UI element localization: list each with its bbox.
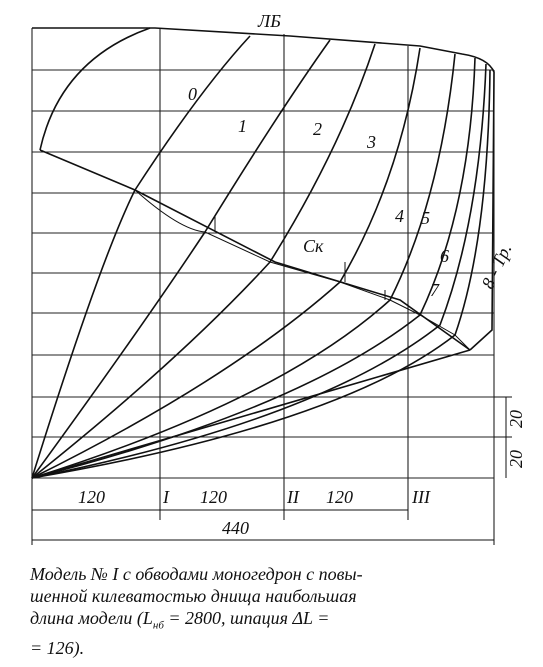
section-label: 5 xyxy=(421,208,430,228)
caption-line: длина модели (Lнб = 2800, шпация ΔL = xyxy=(30,607,530,637)
caption-line: шенной килеватостью днища наибольшая xyxy=(30,586,357,606)
caption-text: длина модели (L xyxy=(30,608,153,628)
section-label: 2 xyxy=(313,119,322,139)
section-label: 4 xyxy=(395,206,404,226)
dimension-label: 120 xyxy=(326,487,353,507)
caption-line: Модель № I с обводами моногедрон с повы- xyxy=(30,564,363,584)
waterline-label: ЛБ xyxy=(257,11,281,31)
section-label: 7 xyxy=(430,280,440,300)
dimension-label: 440 xyxy=(222,518,249,538)
caption-line: = 126). xyxy=(30,637,85,658)
dimension-label: 120 xyxy=(78,487,105,507)
ship-lines-drawing: ЛБ Ск 0 1 2 3 4 5 6 7 8 - Тр. 120 I 120 … xyxy=(31,11,526,545)
dimension-label: 120 xyxy=(200,487,227,507)
subscript: нб xyxy=(152,619,164,632)
dimension-label: 20 xyxy=(506,450,526,468)
section-label: 0 xyxy=(188,84,197,104)
section-label: 8 - Тр. xyxy=(477,241,515,292)
section-label: 6 xyxy=(440,246,449,266)
caption: Модель № I с обводами моногедрон с повы-… xyxy=(30,563,530,659)
section-label: 3 xyxy=(366,132,376,152)
chine-label: Ск xyxy=(303,236,324,256)
station-label: II xyxy=(286,487,300,507)
caption-text: = 2800, шпация ΔL = xyxy=(163,608,330,628)
dimension-label: 20 xyxy=(506,410,526,428)
hull-lines xyxy=(31,27,495,479)
dimensions xyxy=(32,396,512,541)
labels: ЛБ Ск 0 1 2 3 4 5 6 7 8 - Тр. 120 I 120 … xyxy=(78,11,526,538)
grid xyxy=(31,28,495,545)
section-label: 1 xyxy=(238,116,247,136)
station-label: III xyxy=(411,487,431,507)
station-label: I xyxy=(162,487,170,507)
